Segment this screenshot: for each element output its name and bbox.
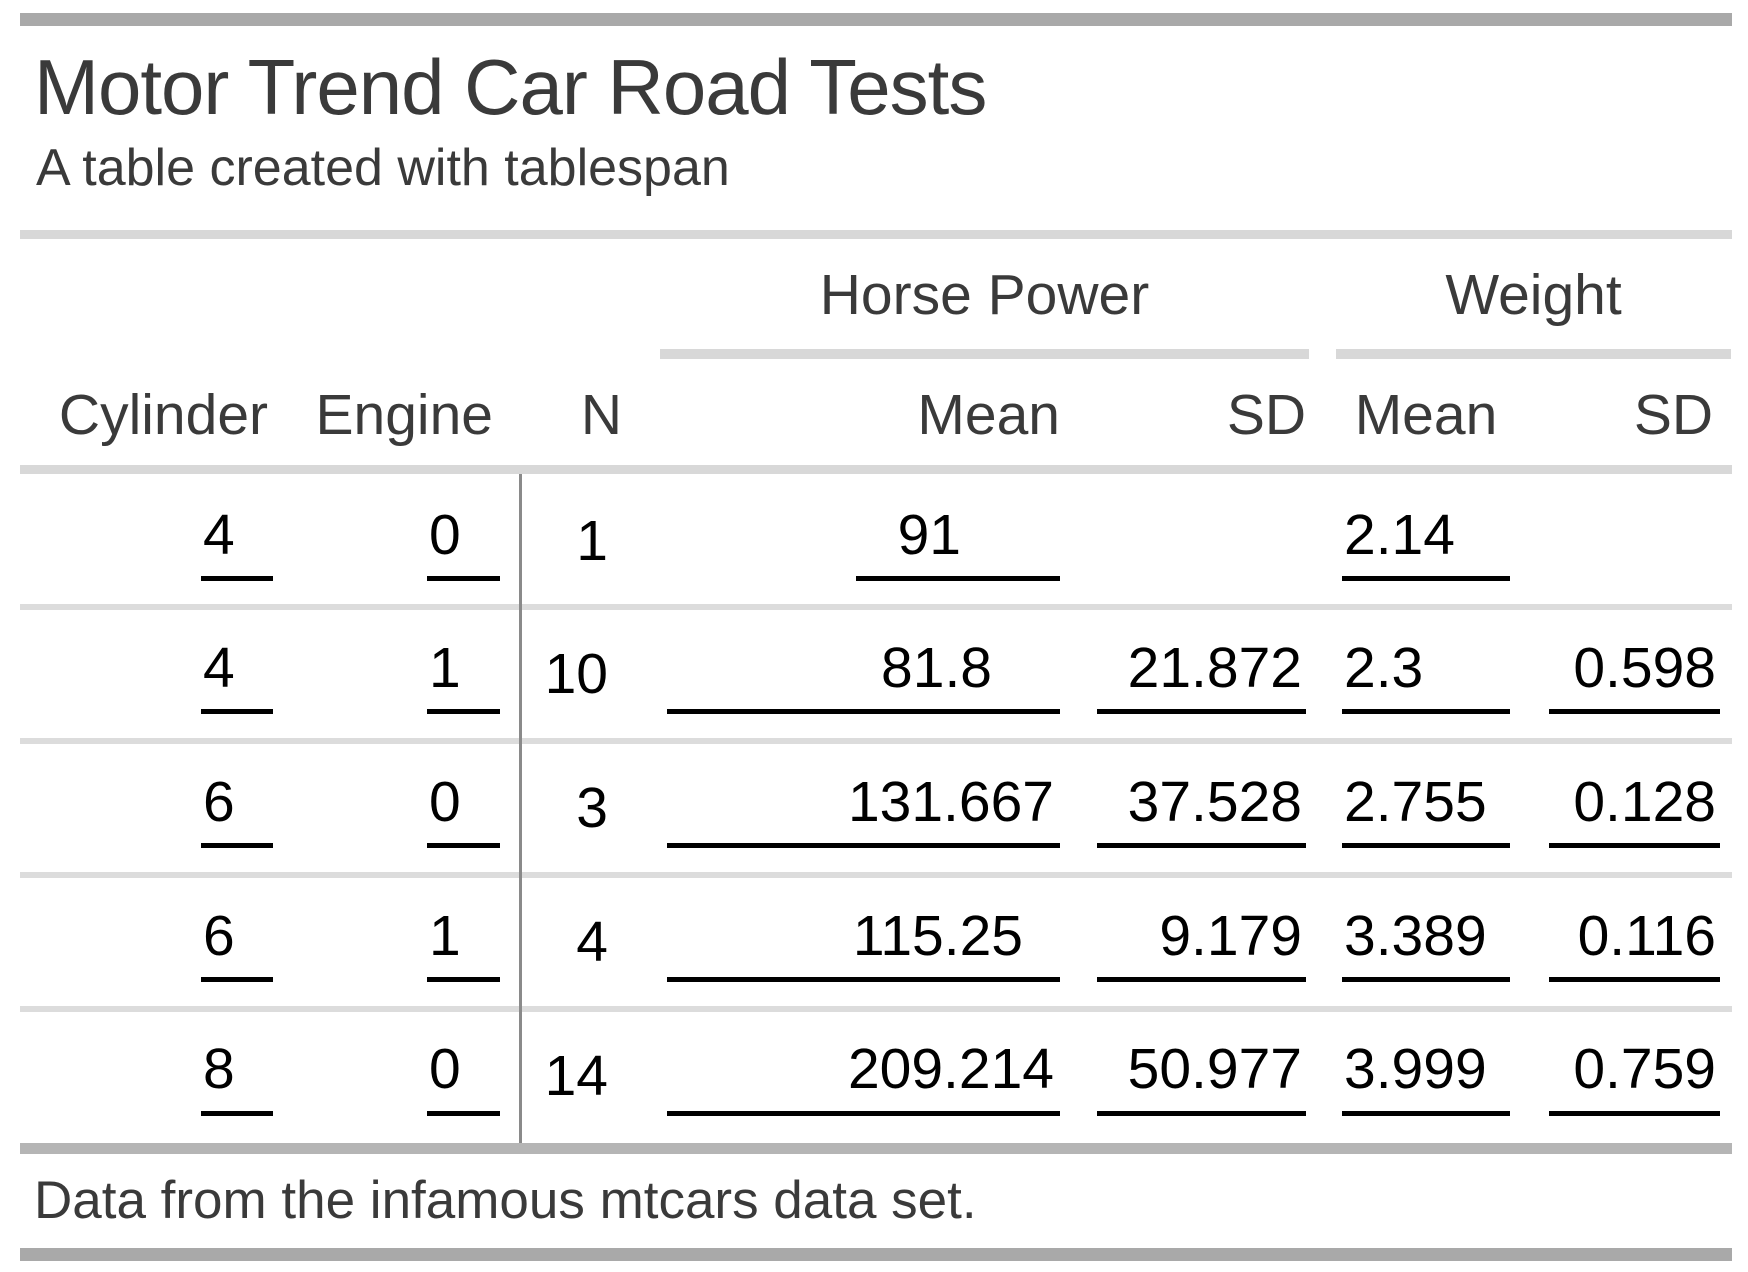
- cell-cylinder: 6: [201, 742, 273, 876]
- row-separator-rule: [20, 872, 1732, 878]
- cell-hp_mean: 91: [856, 476, 1060, 608]
- top-border-bar: [20, 13, 1732, 26]
- table-row: 6 0 3 131.667 37.528 2.755 0.128: [0, 742, 1748, 876]
- underlined-value: 2.755: [1342, 770, 1510, 849]
- table-row: 4 0 1 91 2.14: [0, 476, 1748, 608]
- underlined-value: 2.3: [1342, 636, 1510, 715]
- table-row: 6 1 4 115.25 9.179 3.389 0.116: [0, 876, 1748, 1010]
- underlined-value: 21.872: [1097, 636, 1306, 715]
- cell-hp_sd: 50.977: [1097, 1010, 1306, 1143]
- cell-n: 4: [500, 876, 608, 1010]
- cell-cylinder: 6: [201, 876, 273, 1010]
- underlined-value: 4: [201, 503, 273, 582]
- table-footnote: Data from the infamous mtcars data set.: [34, 1171, 977, 1230]
- cell-cylinder: 4: [201, 476, 273, 608]
- underlined-value: 9.179: [1097, 904, 1306, 983]
- underlined-value: 50.977: [1097, 1037, 1306, 1116]
- underlined-value: 91: [856, 503, 1060, 582]
- cell-wt_mean: 3.999: [1342, 1010, 1510, 1143]
- underlined-value: 0.116: [1549, 904, 1720, 983]
- cell-wt_sd: 0.598: [1549, 608, 1720, 742]
- value: 14: [544, 1043, 608, 1108]
- cell-cylinder: 4: [201, 608, 273, 742]
- underlined-value: 1: [427, 636, 500, 715]
- row-separator-rule: [20, 604, 1732, 610]
- bottom-border-bar: [20, 1248, 1732, 1261]
- column-header-hp-mean: Mean: [917, 383, 1060, 447]
- underlined-value: 0: [427, 770, 500, 849]
- cell-wt_sd: 0.116: [1549, 876, 1720, 1010]
- underlined-value: 209.214: [667, 1037, 1060, 1116]
- cell-hp_mean: 81.8: [667, 608, 1060, 742]
- underlined-value: 6: [201, 770, 273, 849]
- row-separator-rule: [20, 738, 1732, 744]
- underlined-value: 1: [427, 904, 500, 983]
- underlined-value: 2.14: [1342, 503, 1510, 582]
- cell-hp_sd: 37.528: [1097, 742, 1306, 876]
- spanner-weight: Weight: [1445, 263, 1622, 327]
- cell-engine: 0: [427, 476, 500, 608]
- table-row: 8 0 14 209.214 50.977 3.999 0.759: [0, 1010, 1748, 1143]
- cell-wt_sd: 0.759: [1549, 1010, 1720, 1143]
- spanner-horse-power-underline: [660, 349, 1309, 359]
- header-rule: [20, 465, 1732, 474]
- cell-hp_mean: 131.667: [667, 742, 1060, 876]
- spanner-horse-power: Horse Power: [819, 263, 1150, 327]
- cell-hp_sd: 21.872: [1097, 608, 1306, 742]
- cell-engine: 0: [427, 1010, 500, 1143]
- underlined-value: 0.598: [1549, 636, 1720, 715]
- column-header-n: N: [580, 383, 622, 447]
- cell-n: 1: [500, 476, 608, 608]
- underlined-value: 115.25: [667, 904, 1060, 983]
- spanner-weight-underline: [1336, 349, 1731, 359]
- table-row: 4 1 10 81.8 21.872 2.3 0.598: [0, 608, 1748, 742]
- value: 4: [576, 910, 608, 975]
- cell-engine: 1: [427, 608, 500, 742]
- cell-n: 3: [500, 742, 608, 876]
- underlined-value: 37.528: [1097, 770, 1306, 849]
- column-header-hp-sd: SD: [1226, 383, 1306, 447]
- cell-wt_mean: 3.389: [1342, 876, 1510, 1010]
- underlined-value: 3.389: [1342, 904, 1510, 983]
- value: 10: [544, 642, 608, 707]
- body-bottom-rule: [20, 1143, 1732, 1154]
- underlined-value: 3.999: [1342, 1037, 1510, 1116]
- cell-wt_mean: 2.3: [1342, 608, 1510, 742]
- underlined-value: 0.128: [1549, 770, 1720, 849]
- column-header-cylinder: Cylinder: [58, 383, 268, 447]
- underlined-value: 6: [201, 904, 273, 983]
- table-subtitle: A table created with tablespan: [36, 139, 730, 197]
- table-title: Motor Trend Car Road Tests: [34, 43, 987, 131]
- underlined-value: 4: [201, 636, 273, 715]
- column-header-engine: Engine: [315, 383, 494, 447]
- value: 1: [576, 509, 608, 574]
- underlined-value: 131.667: [667, 770, 1060, 849]
- cell-n: 10: [500, 608, 608, 742]
- stub-divider-line: [519, 474, 522, 1143]
- cell-wt_mean: 2.755: [1342, 742, 1510, 876]
- column-header-weight-mean: Mean: [1354, 383, 1498, 447]
- underlined-value: 81.8: [667, 636, 1060, 715]
- cell-engine: 1: [427, 876, 500, 1010]
- cell-engine: 0: [427, 742, 500, 876]
- underlined-value: 0.759: [1549, 1037, 1720, 1116]
- underlined-value: 0: [427, 1037, 500, 1116]
- underlined-value: 8: [201, 1037, 273, 1116]
- cell-cylinder: 8: [201, 1010, 273, 1143]
- underlined-value: 0: [427, 503, 500, 582]
- row-separator-rule: [20, 1006, 1732, 1012]
- cell-hp_mean: 115.25: [667, 876, 1060, 1010]
- value: 3: [576, 776, 608, 841]
- cell-wt_mean: 2.14: [1342, 476, 1510, 608]
- cell-n: 14: [500, 1010, 608, 1143]
- cell-hp_sd: 9.179: [1097, 876, 1306, 1010]
- subtitle-rule: [20, 230, 1732, 239]
- cell-hp_mean: 209.214: [667, 1010, 1060, 1143]
- column-header-weight-sd: SD: [1633, 383, 1713, 447]
- cell-wt_sd: 0.128: [1549, 742, 1720, 876]
